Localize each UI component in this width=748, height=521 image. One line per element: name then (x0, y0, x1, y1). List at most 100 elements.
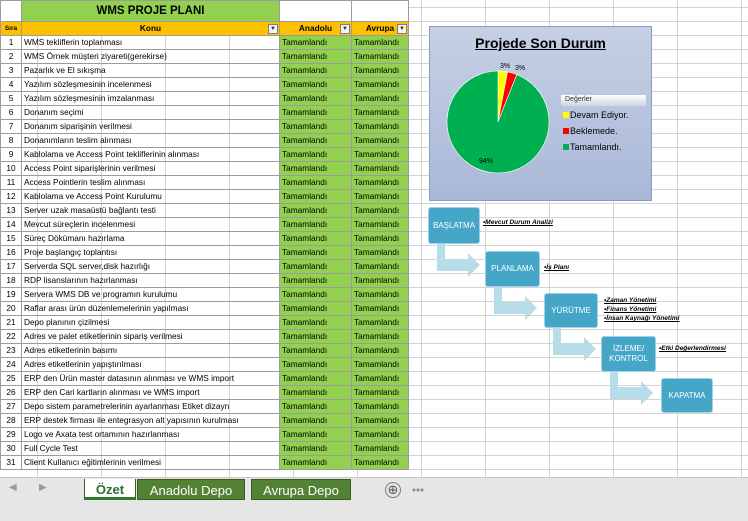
anadolu-status-cell[interactable]: Tamamlandı (279, 133, 352, 148)
task-cell[interactable]: Serverda SQL server,disk hazırlığı (21, 259, 280, 274)
task-cell[interactable]: Server uzak masaüstü bağlantı testi (21, 203, 280, 218)
row-number[interactable]: 19 (0, 287, 22, 302)
task-cell[interactable]: Raflar arası ürün düzenlemelerinin yapıl… (21, 301, 280, 316)
dropdown-arrow-icon[interactable]: ▼ (397, 24, 407, 34)
anadolu-status-cell[interactable]: Tamamlandı (279, 161, 352, 176)
task-cell[interactable]: Depo sistem parametrelerinin ayarlanması… (21, 399, 280, 414)
avrupa-status-cell[interactable]: Tamamlandı (351, 77, 409, 92)
avrupa-status-cell[interactable]: Tamamlandı (351, 217, 409, 232)
anadolu-status-cell[interactable]: Tamamlandı (279, 217, 352, 232)
row-number[interactable]: 28 (0, 413, 22, 428)
avrupa-status-cell[interactable]: Tamamlandı (351, 329, 409, 344)
avrupa-status-cell[interactable]: Tamamlandı (351, 49, 409, 64)
task-cell[interactable]: Yazılım sözleşmesinin imzalanması (21, 91, 280, 106)
row-number[interactable]: 7 (0, 119, 22, 134)
task-cell[interactable]: Pazarlık ve El sıkışma (21, 63, 280, 78)
title-corner-cell[interactable] (0, 0, 22, 22)
row-number[interactable]: 2 (0, 49, 22, 64)
anadolu-status-cell[interactable]: Tamamlandı (279, 357, 352, 372)
task-cell[interactable]: RDP lisanslarının hazırlanması (21, 273, 280, 288)
row-number[interactable]: 31 (0, 455, 22, 470)
task-cell[interactable]: ERP den Cari kartların alınması ve WMS i… (21, 385, 280, 400)
tab-anadolu-depo[interactable]: Anadolu Depo (137, 479, 245, 500)
tab-avrupa-depo[interactable]: Avrupa Depo (251, 479, 351, 500)
row-number[interactable]: 5 (0, 91, 22, 106)
task-cell[interactable]: Mevcut süreçlerin incelenmesi (21, 217, 280, 232)
anadolu-status-cell[interactable]: Tamamlandı (279, 105, 352, 120)
row-number[interactable]: 6 (0, 105, 22, 120)
task-cell[interactable]: ERP den Ürün master datasının alınması v… (21, 371, 280, 386)
title-blank-cell[interactable] (351, 0, 409, 22)
row-number[interactable]: 9 (0, 147, 22, 162)
task-cell[interactable]: ERP destek firması ile entegrasyon alt y… (21, 413, 280, 428)
pie-slice-tamamland[interactable] (446, 70, 550, 174)
anadolu-status-cell[interactable]: Tamamlandı (279, 91, 352, 106)
row-number[interactable]: 26 (0, 385, 22, 400)
avrupa-status-cell[interactable]: Tamamlandı (351, 287, 409, 302)
task-cell[interactable]: Yazılım sözleşmesinin incelenmesi (21, 77, 280, 92)
anadolu-status-cell[interactable]: Tamamlandı (279, 413, 352, 428)
row-number[interactable]: 13 (0, 203, 22, 218)
title-blank-cell[interactable] (279, 0, 352, 22)
anadolu-status-cell[interactable]: Tamamlandı (279, 371, 352, 386)
row-number[interactable]: 8 (0, 133, 22, 148)
avrupa-status-cell[interactable]: Tamamlandı (351, 315, 409, 330)
anadolu-status-cell[interactable]: Tamamlandı (279, 315, 352, 330)
row-number[interactable]: 4 (0, 77, 22, 92)
task-cell[interactable]: Depo planının çizilmesi (21, 315, 280, 330)
add-sheet-icon[interactable]: ⊕ (385, 482, 401, 498)
anadolu-status-cell[interactable]: Tamamlandı (279, 259, 352, 274)
avrupa-status-cell[interactable]: Tamamlandı (351, 357, 409, 372)
anadolu-status-cell[interactable]: Tamamlandı (279, 301, 352, 316)
avrupa-status-cell[interactable]: Tamamlandı (351, 259, 409, 274)
tab-scroll-right-icon[interactable]: ▶ (39, 482, 47, 493)
task-cell[interactable]: Client Kullanıcı eğitimlerinin verilmesi (21, 455, 280, 470)
row-number[interactable]: 25 (0, 371, 22, 386)
anadolu-status-cell[interactable]: Tamamlandı (279, 399, 352, 414)
status-pie-chart[interactable]: Projede Son Durum Değerler Devam Ediyor.… (429, 26, 652, 201)
header-avrupa[interactable]: Avrupa ▼ (351, 21, 409, 36)
row-number[interactable]: 23 (0, 343, 22, 358)
tab-ozet[interactable]: Özet (84, 479, 136, 500)
row-number[interactable]: 3 (0, 63, 22, 78)
anadolu-status-cell[interactable]: Tamamlandı (279, 245, 352, 260)
avrupa-status-cell[interactable]: Tamamlandı (351, 203, 409, 218)
avrupa-status-cell[interactable]: Tamamlandı (351, 147, 409, 162)
task-cell[interactable]: WMS tekliflerin toplanması (21, 35, 280, 50)
task-cell[interactable]: Full Cycle Test (21, 441, 280, 456)
avrupa-status-cell[interactable]: Tamamlandı (351, 63, 409, 78)
avrupa-status-cell[interactable]: Tamamlandı (351, 91, 409, 106)
task-cell[interactable]: Proje başlangıç toplantısı (21, 245, 280, 260)
anadolu-status-cell[interactable]: Tamamlandı (279, 189, 352, 204)
anadolu-status-cell[interactable]: Tamamlandı (279, 119, 352, 134)
avrupa-status-cell[interactable]: Tamamlandı (351, 231, 409, 246)
row-number[interactable]: 30 (0, 441, 22, 456)
row-number[interactable]: 21 (0, 315, 22, 330)
row-number[interactable]: 29 (0, 427, 22, 442)
avrupa-status-cell[interactable]: Tamamlandı (351, 175, 409, 190)
anadolu-status-cell[interactable]: Tamamlandı (279, 49, 352, 64)
task-cell[interactable]: Donanım seçimi (21, 105, 280, 120)
anadolu-status-cell[interactable]: Tamamlandı (279, 63, 352, 78)
avrupa-status-cell[interactable]: Tamamlandı (351, 189, 409, 204)
avrupa-status-cell[interactable]: Tamamlandı (351, 119, 409, 134)
row-number[interactable]: 10 (0, 161, 22, 176)
avrupa-status-cell[interactable]: Tamamlandı (351, 35, 409, 50)
avrupa-status-cell[interactable]: Tamamlandı (351, 245, 409, 260)
anadolu-status-cell[interactable]: Tamamlandı (279, 385, 352, 400)
avrupa-status-cell[interactable]: Tamamlandı (351, 385, 409, 400)
row-number[interactable]: 11 (0, 175, 22, 190)
avrupa-status-cell[interactable]: Tamamlandı (351, 273, 409, 288)
task-cell[interactable]: Logo ve Axata test ortamının hazırlanmas… (21, 427, 280, 442)
task-cell[interactable]: Access Point siparişlerinin verilmesi (21, 161, 280, 176)
task-cell[interactable]: Access Pointlerin teslim alınması (21, 175, 280, 190)
task-cell[interactable]: Kablolama ve Access Point Kurulumu (21, 189, 280, 204)
avrupa-status-cell[interactable]: Tamamlandı (351, 161, 409, 176)
header-konu[interactable]: Konu ▼ (21, 21, 280, 36)
anadolu-status-cell[interactable]: Tamamlandı (279, 175, 352, 190)
avrupa-status-cell[interactable]: Tamamlandı (351, 427, 409, 442)
row-number[interactable]: 17 (0, 259, 22, 274)
header-anadolu[interactable]: Anadolu ▼ (279, 21, 352, 36)
row-number[interactable]: 16 (0, 245, 22, 260)
header-sira[interactable]: Sıra (0, 21, 22, 36)
